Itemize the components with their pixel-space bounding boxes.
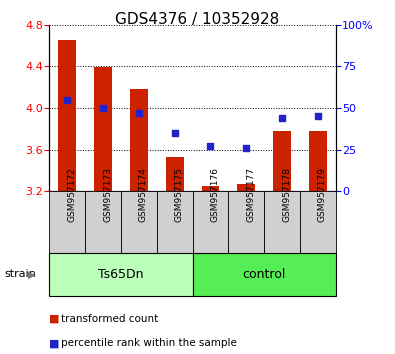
- Bar: [309, 131, 327, 191]
- Text: GSM957175: GSM957175: [175, 167, 184, 222]
- Text: GDS4376 / 10352928: GDS4376 / 10352928: [115, 12, 280, 27]
- Bar: [300, 191, 336, 253]
- Text: GSM957176: GSM957176: [211, 167, 220, 222]
- Text: ■: ■: [49, 314, 60, 324]
- Text: GSM957173: GSM957173: [103, 167, 112, 222]
- Text: ■: ■: [49, 338, 60, 348]
- Bar: [193, 191, 228, 253]
- Bar: [264, 191, 300, 253]
- Text: GSM957178: GSM957178: [282, 167, 291, 222]
- Point: [279, 115, 285, 121]
- Bar: [228, 191, 264, 253]
- Point: [64, 97, 70, 102]
- Bar: [273, 131, 291, 191]
- Text: Ts65Dn: Ts65Dn: [98, 268, 144, 281]
- Bar: [201, 186, 219, 191]
- Text: GSM957177: GSM957177: [246, 167, 255, 222]
- Bar: [85, 191, 121, 253]
- Text: GSM957174: GSM957174: [139, 167, 148, 222]
- Point: [315, 113, 321, 119]
- Bar: [130, 89, 148, 191]
- Bar: [49, 191, 85, 253]
- Bar: [157, 191, 193, 253]
- Point: [100, 105, 106, 111]
- Bar: [237, 184, 255, 191]
- Text: percentile rank within the sample: percentile rank within the sample: [61, 338, 237, 348]
- Text: ▶: ▶: [28, 269, 36, 279]
- Text: strain: strain: [4, 269, 36, 279]
- Text: GSM957172: GSM957172: [67, 167, 76, 222]
- Text: transformed count: transformed count: [61, 314, 158, 324]
- Bar: [193, 253, 336, 296]
- Point: [243, 145, 249, 151]
- Bar: [166, 157, 184, 191]
- Text: control: control: [243, 268, 286, 281]
- Bar: [58, 40, 76, 191]
- Point: [171, 130, 178, 136]
- Bar: [94, 67, 112, 191]
- Bar: [121, 191, 157, 253]
- Bar: [49, 253, 193, 296]
- Point: [207, 143, 214, 149]
- Point: [136, 110, 142, 116]
- Text: GSM957179: GSM957179: [318, 167, 327, 222]
